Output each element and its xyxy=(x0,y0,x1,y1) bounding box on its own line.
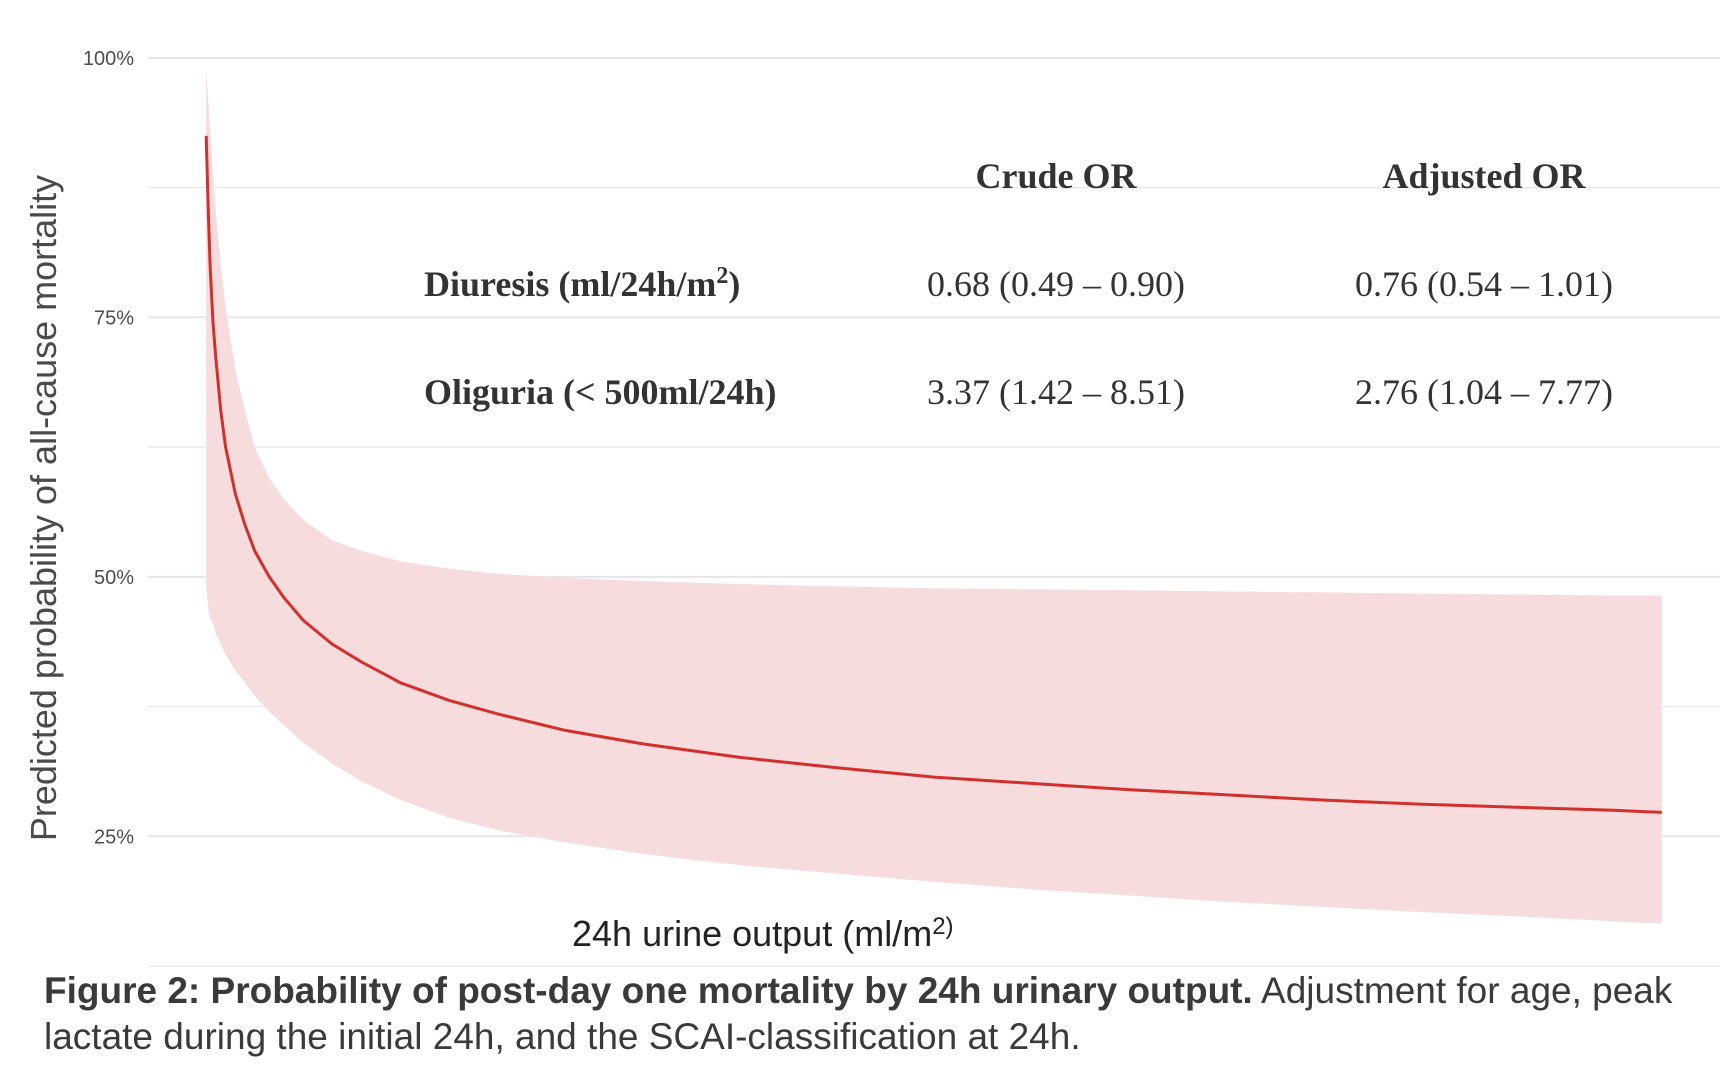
adjusted-or-oliguria: 2.76 (1.04 – 7.77) xyxy=(1355,372,1613,412)
crude-or-diuresis: 0.68 (0.49 – 0.90) xyxy=(927,264,1185,304)
y-tick-label: 100% xyxy=(83,48,134,70)
adjusted-or-diuresis: 0.76 (0.54 – 1.01) xyxy=(1355,264,1613,304)
header-crude-or: Crude OR xyxy=(976,156,1138,196)
caption-title: Figure 2: Probability of post-day one mo… xyxy=(44,970,1253,1011)
fitted-line xyxy=(204,135,1662,814)
y-tick-label: 75% xyxy=(94,307,134,329)
row-label-diuresis-end: ) xyxy=(728,264,740,304)
y-tick-label: 25% xyxy=(94,826,134,848)
x-axis-label: 24h urine output (ml/m2) xyxy=(572,913,954,954)
header-adjusted-or: Adjusted OR xyxy=(1382,156,1586,196)
row-label-diuresis-text: Diuresis (ml/24h/m xyxy=(424,264,716,304)
row-label-diuresis: Diuresis (ml/24h/m2) xyxy=(424,263,740,304)
row-label-diuresis-sup: 2 xyxy=(716,263,728,289)
caption-text: Adjustment for age, peak lactate during … xyxy=(44,970,1673,1057)
figure-caption: Figure 2: Probability of post-day one mo… xyxy=(44,968,1684,1060)
x-axis-label-main: 24h urine output (ml/m xyxy=(572,913,932,954)
inset-table: Crude OR Adjusted OR Diuresis (ml/24h/m2… xyxy=(424,156,1613,412)
x-axis-label-superscript: 2) xyxy=(932,913,953,940)
crude-or-oliguria: 3.37 (1.42 – 8.51) xyxy=(927,372,1185,412)
y-axis-label: Predicted probability of all-cause morta… xyxy=(23,175,64,841)
y-tick-labels: 25% 50% 75% 100% xyxy=(83,48,134,848)
row-label-oliguria: Oliguria (< 500ml/24h) xyxy=(424,372,777,412)
confidence-band xyxy=(206,68,1662,924)
y-tick-label: 50% xyxy=(94,567,134,589)
